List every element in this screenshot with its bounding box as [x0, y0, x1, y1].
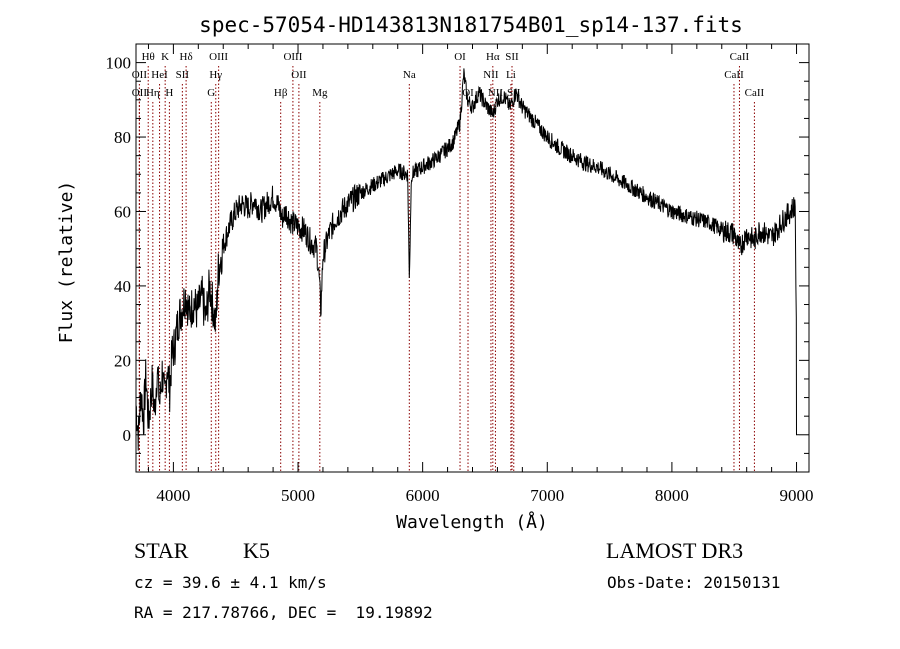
y-axis-ticks: 0 20 40 60 80 100 [106, 43, 809, 473]
line-marker-label: OIII [283, 51, 302, 63]
x-tick-label: 5000 [281, 486, 315, 505]
y-tick-label: 40 [114, 277, 131, 296]
line-marker-label: Hδ [180, 51, 193, 63]
y-tick-label: 60 [114, 202, 131, 221]
obs-date-readout: Obs-Date: 20150131 [607, 573, 781, 592]
line-marker-label: OI [454, 51, 466, 63]
line-marker-label: OIII [209, 51, 228, 63]
line-marker-label: HeI [151, 69, 168, 81]
chart-title: spec-57054-HD143813N181754B01_sp14-137.f… [199, 13, 743, 37]
line-marker-label: NII [488, 87, 504, 99]
x-tick-label: 4000 [156, 486, 190, 505]
line-marker-label: Hα [486, 51, 500, 63]
line-marker-label: OII [132, 69, 148, 81]
y-tick-label: 80 [114, 128, 131, 147]
line-marker-label: Mg [312, 87, 328, 99]
y-axis-label: Flux (relative) [56, 181, 77, 344]
plot-frame [135, 43, 810, 473]
y-tick-label: 20 [114, 351, 131, 370]
line-marker-label: CaII [745, 87, 765, 99]
line-marker-label: OII [291, 69, 307, 81]
line-marker-label: CaII [730, 51, 750, 63]
line-marker-label: Hγ [209, 69, 222, 81]
x-tick-label: 6000 [406, 486, 440, 505]
subclass-label: K5 [243, 538, 270, 563]
x-tick-label: 8000 [655, 486, 689, 505]
line-marker-label: OI [462, 87, 474, 99]
x-tick-label: 7000 [530, 486, 564, 505]
coordinates-readout: RA = 217.78766, DEC = 19.19892 [134, 603, 433, 622]
line-marker-label: G [207, 87, 215, 99]
line-marker-label: Hη [146, 87, 160, 99]
y-tick-label: 0 [123, 426, 132, 445]
line-marker-label: Hθ [142, 51, 155, 63]
x-tick-label: 9000 [780, 486, 814, 505]
line-marker-label: CaII [724, 69, 744, 81]
line-marker-label: SII [505, 51, 519, 63]
survey-label: LAMOST DR3 [606, 538, 744, 563]
y-tick-label: 100 [106, 54, 132, 73]
line-markers [138, 66, 755, 472]
redshift-readout: cz = 39.6 ± 4.1 km/s [134, 573, 327, 592]
class-label: STAR [134, 538, 189, 563]
line-marker-label: Hβ [274, 87, 288, 99]
x-axis-ticks: 4000 5000 6000 7000 8000 9000 [147, 44, 814, 505]
line-marker-label: Na [403, 69, 416, 81]
x-axis-label: Wavelength (Å) [396, 511, 548, 533]
line-marker-label: H [165, 87, 173, 99]
line-marker-label: K [161, 51, 169, 63]
spectrum-series [135, 68, 799, 451]
line-marker-label: NII [483, 69, 499, 81]
line-marker-label: SII [176, 69, 190, 81]
line-marker-label: Li [506, 69, 516, 81]
